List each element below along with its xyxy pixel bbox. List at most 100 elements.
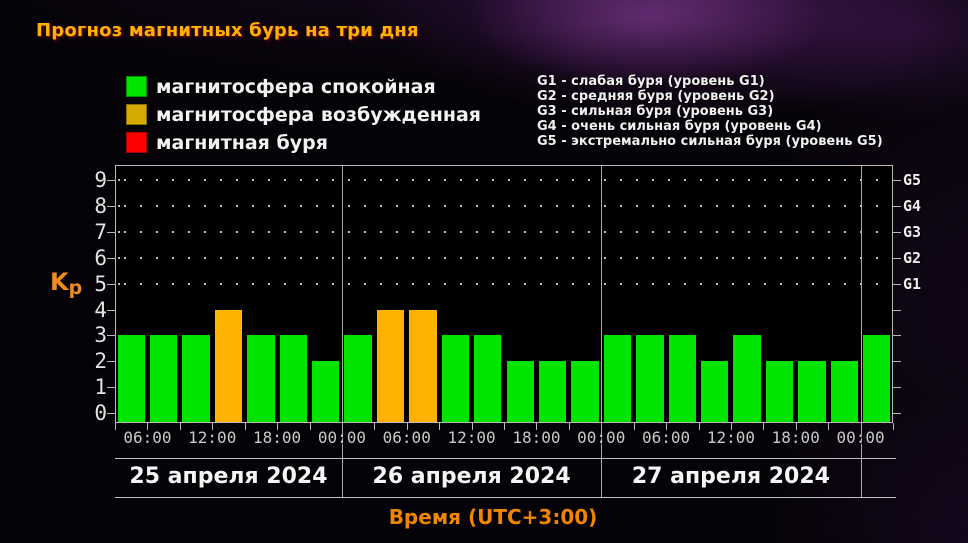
gridline-kp8 [117,205,891,208]
g-level-axis-label: G5 [903,171,922,190]
g-level-axis-label: G1 [903,274,922,293]
gridline-kp5 [117,282,891,285]
y-axis-label: 7 [94,220,107,245]
y-axis-title: Kp [50,268,83,299]
storm-level-g1: G1 - слабая буря (уровень G1) [537,74,765,89]
time-tick-label: 00:00 [317,428,366,447]
quiet-color-swatch [126,76,147,97]
gridline-kp6 [117,256,891,259]
y-axis-tick [107,257,115,259]
x-axis-tick [309,423,311,430]
x-axis-tick [179,423,181,430]
legend-item-label: магнитная буря [156,131,328,154]
kp-bar [733,335,761,423]
x-axis-tick [633,423,635,430]
kp-bar [441,335,470,423]
y-axis-tick [107,335,115,337]
kp-bar [863,335,891,423]
y-axis-tick [107,387,115,389]
time-tick-label: 18:00 [512,428,561,447]
kp-bar [636,335,664,423]
g-level-axis-label: G2 [903,248,922,267]
x-axis-tick [212,423,214,430]
x-axis-tick [147,423,149,430]
plot-background [115,165,893,423]
y-axis-tick [107,206,115,208]
x-axis-tick [893,423,894,430]
date-band-bottom-line [115,497,896,498]
kp-bar [409,309,437,423]
g-level-axis-label: G3 [903,223,922,242]
x-axis-tick [277,423,279,430]
date-label: 26 апреля 2024 [372,464,571,489]
kp-bar [182,335,210,423]
legend-item-storm: магнитная буря [126,131,481,154]
g-level-axis-label: G4 [903,197,922,216]
x-axis-tick [666,423,668,430]
y-axis-tick [107,232,115,234]
y-axis-title-main: K [50,268,69,296]
kp-bar [312,361,340,423]
kp-bar [668,335,696,423]
time-tick-label: 06:00 [382,428,431,447]
time-tick-label: 06:00 [123,428,172,447]
kp-bar [603,335,632,423]
y-axis-tick-right [893,309,901,311]
y-axis-tick [107,413,115,414]
kp-bar [344,335,372,423]
time-tick-label: 00:00 [836,428,885,447]
date-label: 25 апреля 2024 [129,464,328,489]
y-axis-tick-right [893,387,901,389]
x-axis-tick [439,423,441,430]
date-label: 27 апреля 2024 [631,464,830,489]
x-axis-tick [374,423,376,430]
legend-item-label: магнитосфера спокойная [156,75,436,98]
y-axis-tick [107,309,115,311]
x-axis-tick [730,423,732,430]
kp-bar [247,335,275,423]
kp-bar [538,361,567,423]
x-axis-tick [795,423,797,430]
legend-item-excited: магнитосфера возбужденная [126,104,481,126]
x-axis-tick [536,423,538,430]
kp-bar [279,335,307,423]
y-axis-tick-right [893,361,901,363]
date-band-top-line [115,458,896,459]
x-axis-tick [828,423,830,430]
kp-bar [571,361,599,423]
plot-frame [115,165,893,423]
storm-level-g3: G3 - сильная буря (уровень G3) [537,104,774,119]
kp-bar [376,309,405,423]
storm-color-swatch [126,132,147,153]
excited-color-swatch [126,104,147,125]
x-axis-tick [698,423,700,430]
day-separator [341,166,343,497]
x-axis-tick [244,423,246,430]
y-axis-label: 0 [94,401,107,425]
page-title: Прогноз магнитных бурь на три дня [36,20,419,41]
day-separator [601,166,603,497]
legend-item-quiet: магнитосфера спокойная [126,75,481,98]
y-axis-tick-right [893,232,901,234]
time-tick-label: 00:00 [577,428,626,447]
y-axis-label: 3 [94,323,107,348]
time-tick-label: 12:00 [706,428,755,447]
y-axis-tick-right [893,206,901,208]
y-axis-tick-right [893,283,901,285]
x-axis-tick [115,423,116,430]
y-axis-tick-right [893,257,901,259]
kp-state-legend: магнитосфера спокойная магнитосфера возб… [126,76,481,160]
time-tick-label: 06:00 [641,428,691,447]
time-tick-label: 12:00 [447,428,496,447]
kp-bar [214,309,243,423]
day-separator [860,166,862,497]
y-axis-tick [107,180,115,182]
y-axis-tick [107,283,115,285]
gridline-kp7 [117,231,891,234]
kp-bar [506,361,534,423]
y-axis-label: 9 [94,168,107,193]
kp-bar [474,335,502,423]
y-axis-title-sub: p [68,277,83,299]
y-axis-tick [107,361,115,363]
